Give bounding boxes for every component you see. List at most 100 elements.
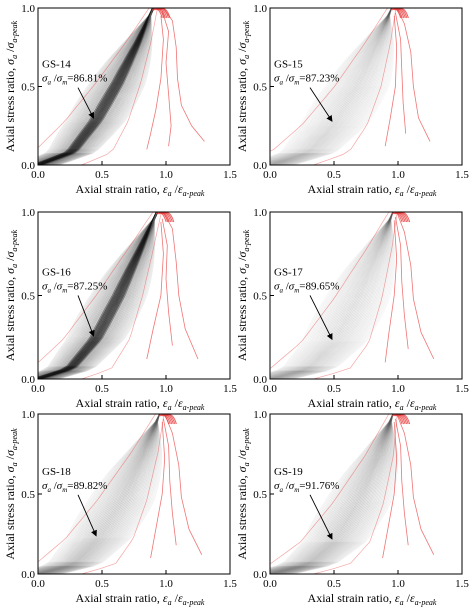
pre-peak-curve bbox=[270, 413, 394, 570]
peak-mark bbox=[159, 8, 171, 19]
pre-peak-curve bbox=[38, 413, 161, 572]
pre-peak-curve bbox=[61, 413, 163, 574]
pre-peak-curve bbox=[38, 413, 161, 569]
pre-peak-curve bbox=[270, 7, 393, 165]
pre-peak-curve bbox=[288, 211, 394, 379]
pre-peak-curve bbox=[270, 413, 394, 572]
pre-peak-curve bbox=[288, 7, 393, 165]
ratio-label: σa /σm=89.82% bbox=[42, 480, 107, 494]
specimen-label: GS-19 bbox=[274, 466, 303, 478]
pre-peak-curve bbox=[289, 413, 395, 574]
pre-peak-curve bbox=[54, 7, 154, 165]
pre-peak-curve bbox=[38, 413, 161, 573]
y-tick-label: 0.5 bbox=[21, 82, 35, 94]
peak-mark bbox=[399, 212, 411, 223]
pre-peak-curve bbox=[38, 413, 161, 574]
ratio-label: σa /σm=89.65% bbox=[274, 280, 339, 294]
y-tick-label: 0.5 bbox=[21, 291, 35, 303]
pre-peak-curve bbox=[50, 7, 154, 165]
pre-peak-curve bbox=[270, 413, 394, 572]
pre-peak-curve bbox=[270, 211, 394, 376]
peak-mark bbox=[397, 414, 409, 425]
post-peak-curve bbox=[146, 221, 164, 360]
pre-peak-curve bbox=[270, 211, 394, 379]
pre-peak-curve bbox=[40, 7, 155, 165]
pre-peak-curve bbox=[282, 7, 393, 165]
pre-peak-curve bbox=[270, 211, 394, 375]
pre-peak-curve bbox=[270, 211, 394, 378]
pre-peak-curve bbox=[46, 7, 154, 165]
pre-peak-curve bbox=[38, 7, 154, 161]
pre-peak-curve bbox=[38, 413, 161, 570]
pre-peak-curve bbox=[44, 7, 154, 165]
x-tick-label: 0.5 bbox=[95, 169, 109, 181]
x-tick-label: 0.0 bbox=[31, 578, 45, 590]
x-tick-label: 1.5 bbox=[455, 169, 469, 181]
pre-peak-curve bbox=[280, 7, 393, 165]
peak-mark bbox=[398, 8, 409, 19]
post-peak-curve bbox=[146, 15, 164, 150]
pre-peak-curve bbox=[270, 211, 394, 378]
pre-peak-curve bbox=[38, 7, 154, 159]
x-tick-label: 1.0 bbox=[159, 578, 173, 590]
pre-peak-curve bbox=[53, 7, 154, 165]
pre-peak-curve bbox=[39, 211, 159, 379]
pre-peak-curve bbox=[279, 211, 394, 379]
pre-peak-curve bbox=[290, 413, 396, 574]
pre-peak-curve bbox=[273, 211, 394, 379]
x-tick-label: 0.5 bbox=[327, 169, 341, 181]
pre-peak-curve bbox=[270, 211, 394, 376]
pre-peak-curve bbox=[38, 211, 158, 374]
y-tick-label: 0.0 bbox=[21, 569, 35, 581]
pre-peak-curve bbox=[284, 413, 394, 574]
pre-peak-curve bbox=[270, 413, 394, 573]
y-axis-label: Axial stress ratio, σa /σa-peak bbox=[235, 428, 251, 560]
pre-peak-curve bbox=[280, 413, 394, 574]
pre-peak-curve bbox=[38, 7, 154, 162]
peak-mark bbox=[397, 212, 409, 223]
post-peak-curve bbox=[396, 413, 435, 555]
pre-peak-curve bbox=[38, 7, 154, 163]
pre-peak-curve bbox=[270, 413, 394, 571]
ratio-label: σa /σm=87.23% bbox=[274, 73, 339, 87]
pre-peak-curve bbox=[38, 413, 161, 570]
pre-peak-curve bbox=[279, 7, 393, 165]
x-tick-label: 1.0 bbox=[391, 578, 405, 590]
y-tick-label: 1.0 bbox=[253, 207, 267, 219]
x-tick-label: 0.0 bbox=[263, 578, 277, 590]
pre-peak-curve bbox=[48, 211, 158, 379]
pre-peak-curve bbox=[38, 211, 158, 373]
specimen-label: GS-14 bbox=[42, 59, 71, 71]
pre-peak-curve bbox=[38, 413, 161, 571]
pre-peak-curve bbox=[270, 7, 393, 162]
pre-peak-curve bbox=[286, 7, 393, 165]
pre-peak-curve bbox=[270, 7, 393, 165]
pre-peak-curve bbox=[270, 211, 394, 379]
pre-peak-curve bbox=[53, 211, 158, 379]
pre-peak-curve bbox=[46, 211, 158, 379]
pre-peak-curve bbox=[55, 211, 158, 379]
pre-peak-curve bbox=[270, 211, 394, 376]
pre-peak-curve bbox=[38, 7, 154, 161]
pre-peak-curve bbox=[48, 413, 161, 574]
pre-peak-curve bbox=[38, 211, 158, 377]
pre-peak-curve bbox=[38, 413, 161, 573]
pre-peak-curve bbox=[38, 7, 154, 164]
pre-peak-curve bbox=[270, 211, 394, 379]
pre-peak-curve bbox=[278, 413, 394, 574]
x-tick-label: 1.5 bbox=[223, 169, 237, 181]
pre-peak-curve bbox=[38, 413, 161, 570]
pre-peak-curve bbox=[53, 413, 161, 574]
envelope-curve bbox=[38, 7, 150, 149]
pre-peak-curve bbox=[38, 413, 161, 574]
pre-peak-curve bbox=[270, 7, 393, 158]
pre-peak-curve bbox=[270, 7, 393, 164]
post-peak-curve bbox=[396, 7, 431, 142]
pre-peak-curve bbox=[52, 413, 161, 574]
y-tick-label: 1.0 bbox=[253, 3, 267, 15]
y-tick-label: 0.5 bbox=[253, 82, 267, 94]
pre-peak-curve bbox=[274, 211, 394, 379]
post-peak-curve bbox=[395, 418, 409, 546]
pre-peak-curve bbox=[273, 413, 394, 574]
pre-peak-curve bbox=[289, 7, 393, 165]
